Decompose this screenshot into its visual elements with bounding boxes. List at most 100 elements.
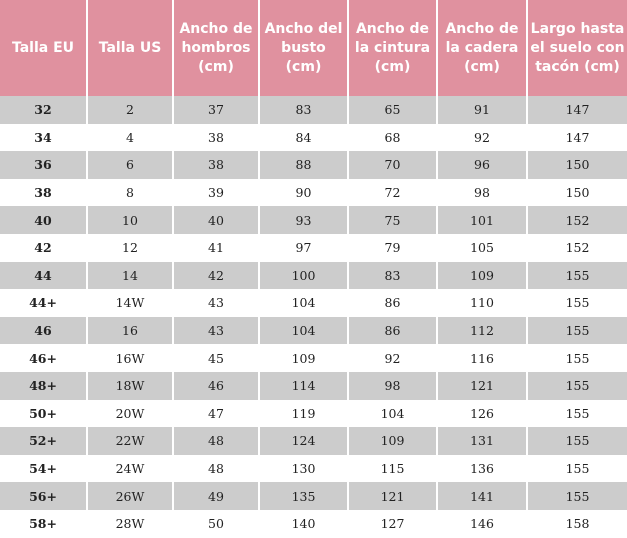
table-row: 44+ 14W 43 104 86 110 155 [0, 289, 627, 317]
table-row: 46+ 16W 45 109 92 116 155 [0, 344, 627, 372]
column-header: Talla EU [0, 0, 88, 96]
table-cell: 45 [173, 344, 260, 372]
table-cell: 150 [527, 151, 627, 179]
table-cell: 83 [259, 96, 349, 124]
table-cell: 38 [173, 151, 260, 179]
table-row: 32 2 37 83 65 91 147 [0, 96, 627, 124]
table-row: 56+ 26W 49 135 121 141 155 [0, 482, 627, 510]
table-cell: 75 [348, 206, 438, 234]
table-row: 52+ 22W 48 124 109 131 155 [0, 427, 627, 455]
table-cell: 116 [437, 344, 528, 372]
table-cell: 70 [348, 151, 438, 179]
table-cell: 48 [173, 427, 260, 455]
column-header: Largo hasta el suelo con tacón (cm) [527, 0, 627, 96]
table-cell: 86 [348, 316, 438, 345]
table-cell: 36 [0, 151, 88, 179]
table-cell: 147 [527, 96, 627, 124]
table-cell: 42 [173, 261, 260, 290]
table-cell: 40 [0, 206, 88, 234]
table-cell: 88 [259, 151, 349, 179]
table-cell: 39 [173, 178, 260, 207]
table-cell: 98 [437, 178, 528, 207]
table-cell: 131 [437, 427, 528, 455]
table-cell: 16W [87, 344, 174, 372]
column-header: Ancho de la cadera (cm) [437, 0, 528, 96]
column-header: Ancho del busto (cm) [259, 0, 349, 96]
table-cell: 24W [87, 454, 174, 483]
table-cell: 46+ [0, 344, 88, 372]
table-cell: 121 [437, 371, 528, 400]
table-cell: 105 [437, 233, 528, 262]
table-cell: 96 [437, 151, 528, 179]
table-cell: 155 [565, 461, 590, 477]
table-cell: 114 [259, 371, 349, 400]
table-row: 58+ 28W 50 140 127 146 158 [0, 509, 627, 538]
table-row: 46 16 43 104 86 112 155 [0, 316, 627, 345]
table-cell: 126 [437, 399, 528, 428]
table-cell: 72 [348, 178, 438, 207]
table-cell: 84 [259, 123, 349, 152]
table-cell: 50+ [0, 399, 88, 428]
table-cell: 90 [259, 178, 349, 207]
table-cell: 155 [527, 482, 627, 510]
table-cell: 104 [259, 316, 349, 345]
table-row: 44 14 42 100 83 109 155 [0, 261, 627, 290]
table-cell: 42 [0, 233, 88, 262]
table-cell: 48+ [0, 371, 88, 400]
table-cell: 158 [565, 516, 590, 532]
table-cell: 130 [259, 454, 349, 483]
table-cell: 109 [437, 261, 528, 290]
table-cell: 155 [527, 427, 627, 455]
table-cell: 155 [527, 371, 627, 400]
table-cell: 98 [348, 371, 438, 400]
table-cell: 34 [0, 123, 88, 152]
table-cell: 46 [0, 316, 88, 345]
table-cell: 135 [259, 482, 349, 510]
table-cell: 28W [87, 509, 174, 538]
table-cell: 124 [259, 427, 349, 455]
table-cell: 141 [437, 482, 528, 510]
table-cell: 127 [348, 509, 438, 538]
table-row: 34 4 38 84 68 92 147 [0, 123, 627, 152]
table-row: 40 10 40 93 75 101 152 [0, 206, 627, 234]
table-cell: 146 [437, 509, 528, 538]
table-row: 50+ 20W 47 119 104 126 155 [0, 399, 627, 428]
table-cell: 104 [259, 289, 349, 317]
table-cell: 136 [437, 454, 528, 483]
table-cell: 152 [527, 206, 627, 234]
table-cell: 68 [348, 123, 438, 152]
table-cell: 112 [437, 316, 528, 345]
table-cell: 104 [348, 399, 438, 428]
header-row: Talla EU Talla US Ancho de hombros (cm) Anc… [0, 0, 627, 96]
table-cell: 79 [348, 233, 438, 262]
table-cell: 152 [565, 240, 590, 256]
table-cell: 8 [87, 178, 174, 207]
table-cell: 101 [437, 206, 528, 234]
table-cell: 48 [173, 454, 260, 483]
table-cell: 54+ [0, 454, 88, 483]
table-cell: 43 [173, 316, 260, 345]
table-row: 42 12 41 97 79 105 152 [0, 233, 627, 262]
table-cell: 22W [87, 427, 174, 455]
table-cell: 38 [173, 123, 260, 152]
table-cell: 92 [437, 123, 528, 152]
table-cell: 50 [173, 509, 260, 538]
table-cell: 155 [527, 261, 627, 290]
table-cell: 56+ [0, 482, 88, 510]
table-cell: 110 [437, 289, 528, 317]
table-cell: 86 [348, 289, 438, 317]
table-cell: 115 [348, 454, 438, 483]
table-cell: 20W [87, 399, 174, 428]
table-cell: 155 [527, 316, 627, 345]
table-cell: 58+ [0, 509, 88, 538]
table-cell: 4 [87, 123, 174, 152]
table-cell: 109 [348, 427, 438, 455]
table-cell: 155 [565, 350, 590, 366]
table-cell: 52+ [0, 427, 88, 455]
table-cell: 41 [173, 233, 260, 262]
table-cell: 37 [173, 96, 260, 124]
table-row: 38 8 39 90 72 98 150 [0, 178, 627, 207]
column-header: Ancho de hombros (cm) [173, 0, 260, 96]
table-body: 32 2 37 83 65 91 147 34 4 38 84 68 92 147 36 6 38 88 70 96 1… [0, 96, 627, 538]
table-cell: 26W [87, 482, 174, 510]
